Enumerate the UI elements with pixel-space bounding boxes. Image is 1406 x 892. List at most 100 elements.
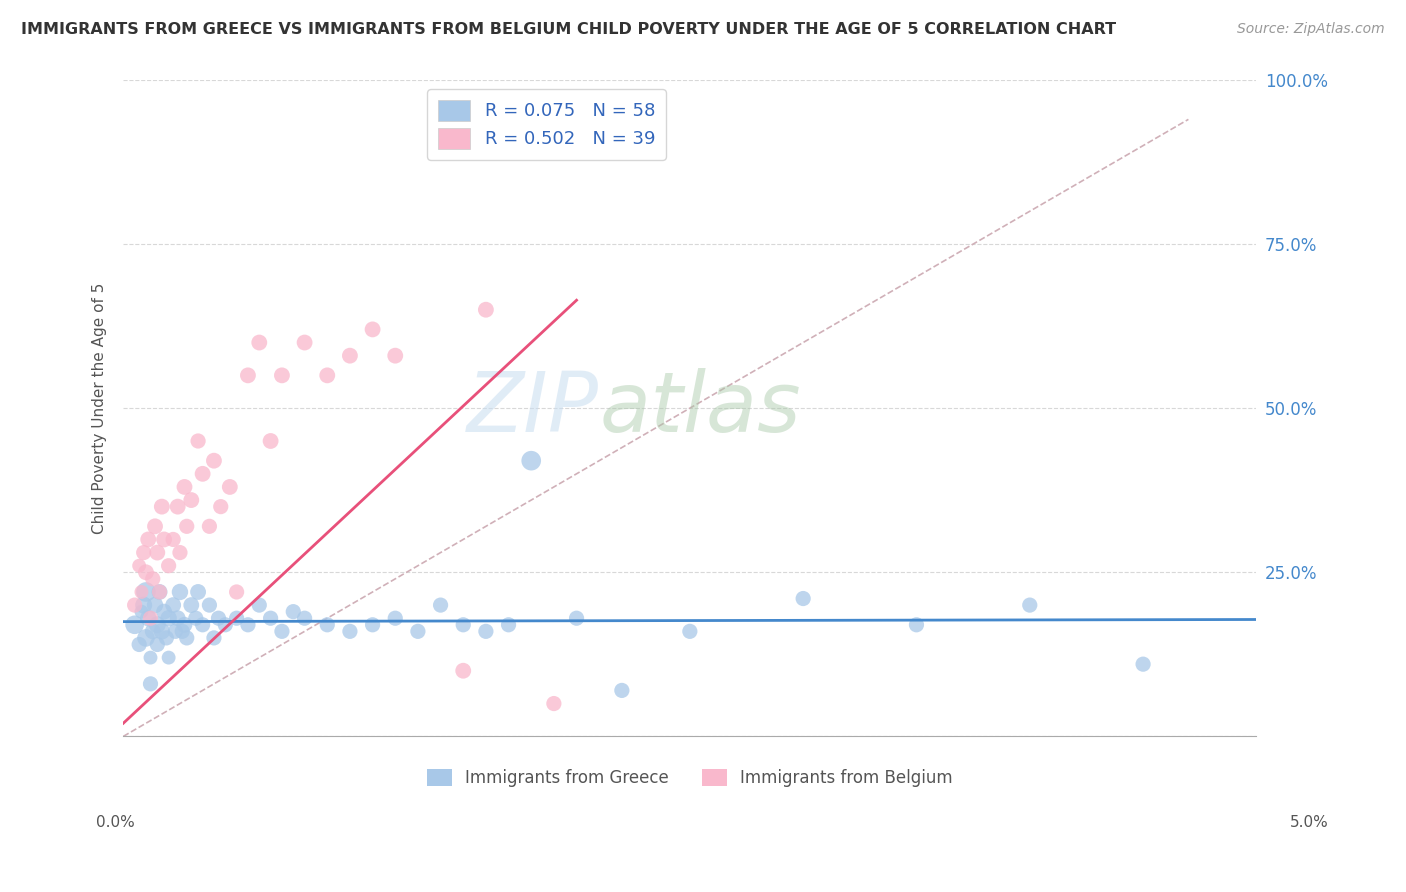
Point (191, 467, 214, 481)
Point (198, 519, 221, 533)
Point (679, 624, 702, 639)
Point (124, 617, 146, 632)
Point (139, 650, 162, 665)
Point (173, 480, 195, 494)
Point (157, 650, 180, 665)
Point (451, 664, 474, 678)
Point (180, 598, 202, 612)
Point (236, 617, 259, 632)
Point (184, 611, 207, 625)
Point (339, 624, 361, 639)
Point (316, 368, 339, 383)
Point (128, 638, 150, 652)
Point (792, 591, 814, 606)
Point (451, 617, 474, 632)
Point (247, 598, 270, 612)
Point (207, 611, 229, 625)
Point (225, 585, 247, 599)
Point (498, 617, 520, 632)
Point (128, 558, 150, 573)
Legend: Immigrants from Greece, Immigrants from Belgium: Immigrants from Greece, Immigrants from … (420, 762, 960, 794)
Point (162, 598, 184, 612)
Point (225, 611, 247, 625)
Point (198, 598, 221, 612)
Point (361, 322, 384, 336)
Point (283, 605, 305, 619)
Point (543, 697, 565, 711)
Point (136, 611, 159, 625)
Point (294, 335, 316, 350)
Text: ZIP: ZIP (467, 368, 599, 449)
Point (176, 631, 198, 645)
Point (1132, 657, 1154, 672)
Point (429, 598, 451, 612)
Point (565, 611, 588, 625)
Point (339, 349, 361, 363)
Point (166, 611, 188, 625)
Point (135, 631, 157, 645)
Point (247, 335, 270, 350)
Point (173, 617, 195, 632)
Point (406, 624, 429, 639)
Point (139, 611, 162, 625)
Point (520, 453, 543, 467)
Point (1018, 598, 1040, 612)
Point (202, 631, 225, 645)
Point (146, 638, 169, 652)
Point (132, 545, 155, 559)
Point (165, 624, 187, 639)
Point (610, 683, 633, 698)
Point (143, 598, 166, 612)
Point (475, 302, 498, 317)
Point (150, 500, 173, 514)
Point (169, 545, 191, 559)
Point (384, 611, 406, 625)
Text: 0.0%: 0.0% (96, 815, 135, 830)
Point (142, 624, 165, 639)
Point (169, 585, 191, 599)
Point (176, 519, 198, 533)
Point (153, 533, 176, 547)
Point (150, 624, 173, 639)
Point (131, 585, 153, 599)
Text: Source: ZipAtlas.com: Source: ZipAtlas.com (1237, 22, 1385, 37)
Point (259, 434, 281, 448)
Point (271, 624, 294, 639)
Point (236, 368, 259, 383)
Point (135, 566, 157, 580)
Point (180, 493, 202, 508)
Y-axis label: Child Poverty Under the Age of 5: Child Poverty Under the Age of 5 (93, 283, 107, 534)
Point (155, 631, 177, 645)
Text: atlas: atlas (599, 368, 801, 449)
Point (148, 585, 170, 599)
Text: IMMIGRANTS FROM GREECE VS IMMIGRANTS FROM BELGIUM CHILD POVERTY UNDER THE AGE OF: IMMIGRANTS FROM GREECE VS IMMIGRANTS FRO… (21, 22, 1116, 37)
Point (218, 480, 240, 494)
Point (135, 585, 157, 599)
Point (166, 500, 188, 514)
Point (131, 605, 153, 619)
Point (146, 617, 169, 632)
Point (148, 585, 170, 599)
Point (905, 617, 928, 632)
Point (361, 617, 384, 632)
Point (172, 624, 194, 639)
Point (316, 617, 339, 632)
Point (271, 368, 294, 383)
Point (153, 605, 176, 619)
Point (136, 533, 159, 547)
Point (294, 611, 316, 625)
Point (157, 611, 180, 625)
Point (162, 533, 184, 547)
Point (157, 558, 180, 573)
Point (132, 598, 155, 612)
Point (475, 624, 498, 639)
Point (146, 545, 169, 559)
Point (191, 617, 214, 632)
Point (187, 585, 209, 599)
Point (384, 349, 406, 363)
Point (214, 617, 236, 632)
Point (259, 611, 281, 625)
Point (187, 434, 209, 448)
Point (124, 598, 146, 612)
Point (142, 572, 165, 586)
